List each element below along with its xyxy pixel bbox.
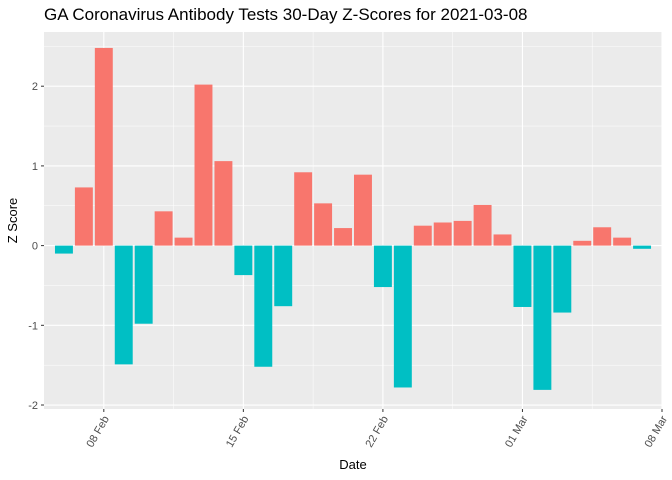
- x-tick-label: 08 Feb: [84, 414, 112, 450]
- bar: [294, 172, 313, 246]
- bar: [74, 187, 93, 246]
- bar: [433, 222, 452, 246]
- plot-panel: [44, 32, 662, 409]
- bar: [154, 211, 173, 246]
- y-tick-label: 1: [32, 161, 38, 173]
- x-axis-title: Date: [339, 457, 366, 472]
- x-tick-label: 08 Mar: [643, 414, 671, 450]
- y-tick-label: 0: [32, 241, 38, 253]
- bar: [194, 84, 213, 246]
- bar: [453, 220, 472, 246]
- y-axis: -2 -1 0 1 2: [28, 81, 44, 412]
- bar: [573, 240, 592, 246]
- x-tick-label: 15 Feb: [224, 414, 252, 450]
- x-tick-label: 22 Feb: [364, 414, 392, 450]
- bar: [513, 245, 532, 307]
- bar: [533, 245, 552, 390]
- bar: [373, 245, 392, 288]
- bar: [413, 225, 432, 246]
- y-tick-label: -1: [28, 320, 38, 332]
- y-axis-title: Z Score: [5, 198, 20, 244]
- y-tick-label: -2: [28, 400, 38, 412]
- x-tick-label: 01 Mar: [503, 414, 531, 450]
- bar: [274, 245, 293, 307]
- bar: [134, 245, 153, 324]
- bar: [393, 245, 412, 388]
- bar: [334, 228, 353, 246]
- bar: [613, 237, 632, 246]
- bars: [54, 47, 652, 390]
- bar: [473, 204, 492, 246]
- bar: [94, 47, 113, 246]
- grid-minor: [44, 32, 662, 409]
- bar: [633, 245, 652, 249]
- chart-title: GA Coronavirus Antibody Tests 30-Day Z-S…: [44, 5, 528, 24]
- bar: [214, 161, 233, 246]
- y-tick-label: 2: [32, 81, 38, 93]
- bar: [54, 245, 73, 254]
- bar: [593, 227, 612, 246]
- bar: [314, 203, 333, 246]
- x-axis: 08 Feb 15 Feb 22 Feb 01 Mar 08 Mar: [84, 409, 670, 450]
- bar: [353, 174, 372, 246]
- bar: [553, 245, 572, 313]
- bar: [493, 234, 512, 246]
- bar: [174, 237, 193, 246]
- bar: [254, 245, 273, 367]
- bar: [114, 245, 133, 365]
- bar: [234, 245, 253, 276]
